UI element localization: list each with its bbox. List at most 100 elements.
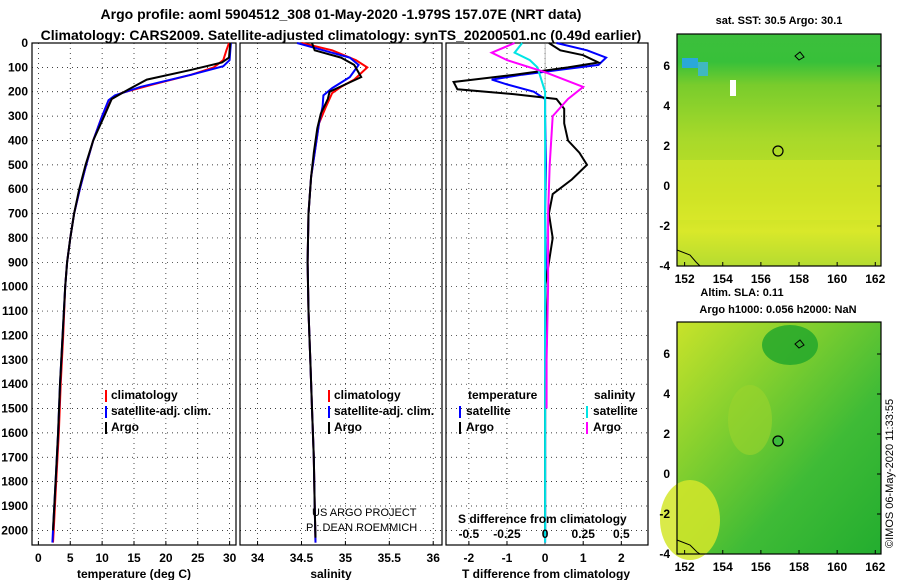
legend-label-satellite: satellite-adj. clim. [111,404,211,418]
difference-panel: -2 -1 0 1 2 -0.5 -0.25 0 0.25 0.5 [445,42,649,565]
map-y-tick-label: 4 [663,99,670,113]
sst-missing-patch [730,80,736,96]
map-x-tick-label: 154 [713,272,733,286]
x-tick-label: 20 [159,551,173,565]
x-tick-label: 1 [580,551,587,565]
map-x-tick-label: 162 [865,560,885,574]
x-tick-label: 35.5 [378,551,402,565]
difference-legend: temperature salinity satellite Argo sate… [458,388,638,526]
legend-label-argo: Argo [334,420,362,434]
y-tick-label: 1300 [1,353,28,367]
sla-map-ticks: 152 154 156 158 160 162 6 4 2 0 -2 -4 [659,347,885,574]
title-line-2: Climatology: CARS2009. Satellite-adjuste… [41,27,642,43]
series-temperature-argo [452,42,602,536]
x2-tick-label: 0.25 [572,527,596,541]
y-tick-label: 500 [8,158,28,172]
y-tick-label: 400 [8,133,28,147]
series-climatology [52,42,230,543]
y-tick-label: 600 [8,182,28,196]
map-y-tick-label: 6 [663,59,670,73]
map-x-tick-label: 156 [751,560,771,574]
x2-tick-label: -0.5 [459,527,480,541]
map-y-tick-label: -2 [659,507,670,521]
legend-label-t-argo: Argo [466,420,494,434]
temperature-panel: 0 5 10 15 20 25 300100200300400500600700800900… [1,36,236,565]
x2-tick-label: -0.25 [493,527,521,541]
coastline [794,51,805,61]
y-tick-label: 1200 [1,328,28,342]
map-y-tick-label: 0 [663,179,670,193]
map-x-tick-label: 162 [865,272,885,286]
series-satellite-adj-clim- [51,42,232,543]
x-tick-label: 2 [618,551,625,565]
credit-line-2: PI: DEAN ROEMMICH [306,522,417,534]
x-tick-label: -2 [464,551,475,565]
sla-map-title-2: Argo h1000: 0.056 h2000: NaN [699,304,856,316]
sst-warm-band [677,160,881,220]
y-tick-label: 1500 [1,402,28,416]
x-tick-label: 10 [95,551,109,565]
series-salinity-argo [489,42,586,409]
map-y-tick-label: 6 [663,347,670,361]
title-line-1: Argo profile: aoml 5904512_308 01-May-20… [101,6,582,22]
plot-frame [445,42,649,546]
map-x-tick-label: 156 [751,272,771,286]
argo-location-marker [772,145,784,157]
y-tick-label: 700 [8,207,28,221]
x2-tick-label: 0 [542,527,549,541]
series-climatology [301,42,369,543]
x-tick-label: 34 [251,551,265,565]
x-tick-label: 36 [427,551,441,565]
plot-frame [239,42,443,546]
x-axis-label-salinity: salinity [310,567,352,580]
sst-map-frame [676,33,882,267]
sla-high-patch [728,385,772,455]
legend-label-climatology: climatology [334,388,401,402]
sla-low-patch [762,325,818,365]
x-tick-label: 34.5 [290,551,314,565]
series-salinity-satellite [513,42,547,543]
x-axis-label-temperature: temperature (deg C) [77,567,191,580]
sla-map-frame [676,321,882,555]
x-tick-label: 30 [223,551,237,565]
legend-label-argo: Argo [111,420,139,434]
y-tick-label: 1100 [2,304,28,318]
sst-map-field [677,34,881,266]
timestamp: ©IMOS 06-May-2020 11:33:55 [884,399,896,548]
x-tick-label: 0 [542,551,549,565]
map-x-tick-label: 152 [675,272,695,286]
credit-line-1: US ARGO PROJECT [312,507,417,519]
salinity-panel: 34 34.5 35 35.5 36 [239,42,443,565]
map-y-tick-label: 2 [663,139,670,153]
x-tick-label: 35 [339,551,353,565]
legend-label-climatology: climatology [111,388,178,402]
y-tick-label: 900 [8,255,28,269]
legend-label-t-satellite: satellite [466,404,511,418]
y-tick-label: 1700 [1,450,28,464]
temperature-legend: climatology satellite-adj. clim. Argo [105,388,211,434]
map-x-tick-label: 160 [827,560,847,574]
s-difference-axis-label: S difference from climatology [458,512,627,526]
x2-tick-label: 0.5 [613,527,630,541]
x-tick-label: 0 [35,551,42,565]
y-tick-label: 2000 [1,523,28,537]
map-x-tick-label: 158 [789,560,809,574]
y-tick-label: 100 [8,60,28,74]
argo-location-marker [772,435,784,447]
x-tick-label: 15 [127,551,141,565]
sst-cool-patch [682,58,698,68]
y-tick-label: 1600 [1,426,28,440]
map-y-tick-label: 0 [663,467,670,481]
y-tick-label: 1400 [1,377,28,391]
map-x-tick-label: 158 [789,272,809,286]
sla-high-patch [660,480,720,560]
y-tick-label: 1800 [1,475,28,489]
map-y-tick-label: -2 [659,219,670,233]
coastline [794,339,805,349]
x-tick-label: 5 [67,551,74,565]
sla-map: Altim. SLA: 0.11 Argo h1000: 0.056 h2000… [659,287,885,574]
legend-label-s-argo: Argo [593,420,621,434]
map-y-tick-label: 2 [663,427,670,441]
series-argo [52,42,232,531]
